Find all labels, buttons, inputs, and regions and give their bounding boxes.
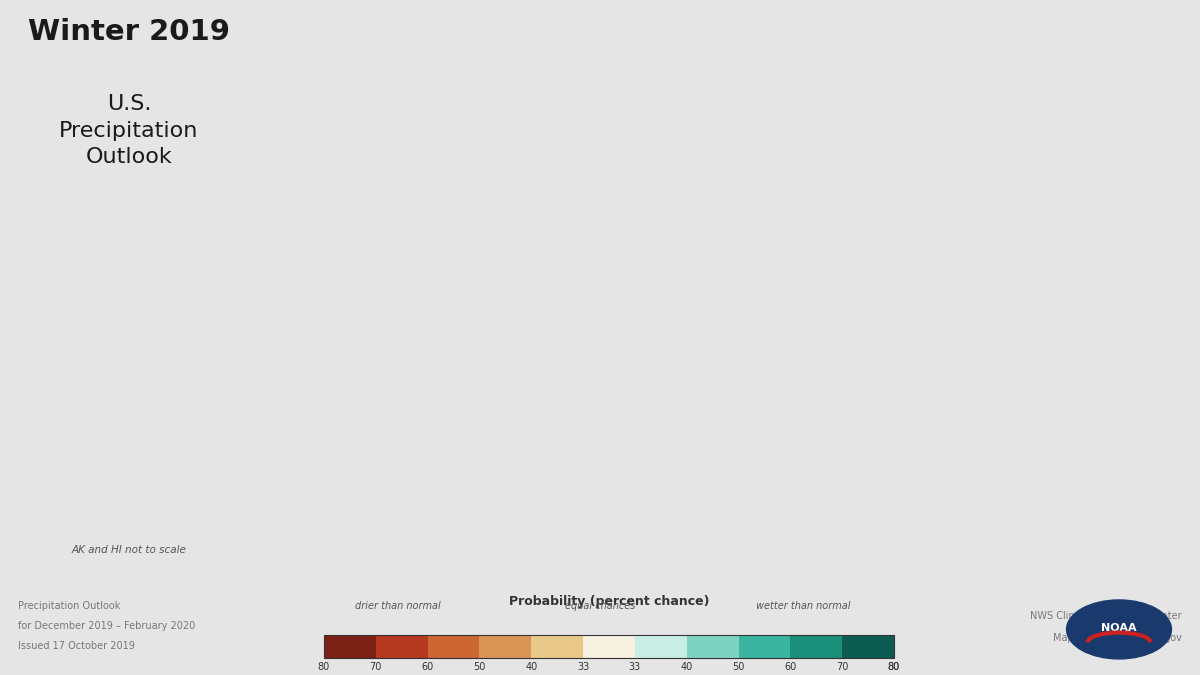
Bar (842, 634, 894, 658)
Bar (376, 634, 427, 658)
Text: 80: 80 (888, 662, 900, 672)
Text: 60: 60 (785, 662, 797, 672)
Bar (427, 634, 480, 658)
Text: 50: 50 (473, 662, 486, 672)
Bar (532, 634, 583, 658)
Text: 80: 80 (318, 662, 330, 672)
Text: 33: 33 (629, 662, 641, 672)
Text: 40: 40 (526, 662, 538, 672)
Text: Issued 17 October 2019: Issued 17 October 2019 (18, 641, 134, 651)
Text: U.S.
Precipitation
Outlook: U.S. Precipitation Outlook (59, 95, 199, 167)
Text: wetter than normal: wetter than normal (756, 601, 850, 611)
Bar (324, 634, 894, 658)
Text: 80: 80 (888, 662, 900, 672)
Bar (738, 634, 791, 658)
Text: drier than normal: drier than normal (355, 601, 440, 611)
Bar (583, 634, 635, 658)
Text: 50: 50 (732, 662, 745, 672)
Text: NOAA: NOAA (1102, 623, 1136, 633)
Bar (324, 634, 376, 658)
Text: 60: 60 (421, 662, 433, 672)
Bar (686, 634, 738, 658)
Text: AK and HI not to scale: AK and HI not to scale (72, 545, 186, 555)
Text: equal chances: equal chances (565, 601, 636, 611)
Text: 70: 70 (836, 662, 848, 672)
Text: 40: 40 (680, 662, 692, 672)
Bar (480, 634, 532, 658)
Text: 70: 70 (370, 662, 382, 672)
Bar (635, 634, 686, 658)
Text: Probability (percent chance): Probability (percent chance) (509, 595, 709, 608)
Text: 33: 33 (577, 662, 589, 672)
Text: NWS Climate Prediction Center: NWS Climate Prediction Center (1031, 611, 1182, 621)
Circle shape (1067, 600, 1171, 659)
Text: for December 2019 – February 2020: for December 2019 – February 2020 (18, 621, 196, 631)
Text: Map by NOAA Climate.gov: Map by NOAA Climate.gov (1054, 633, 1182, 643)
Bar (791, 634, 842, 658)
Text: Precipitation Outlook: Precipitation Outlook (18, 601, 120, 611)
Text: Winter 2019: Winter 2019 (28, 18, 230, 46)
